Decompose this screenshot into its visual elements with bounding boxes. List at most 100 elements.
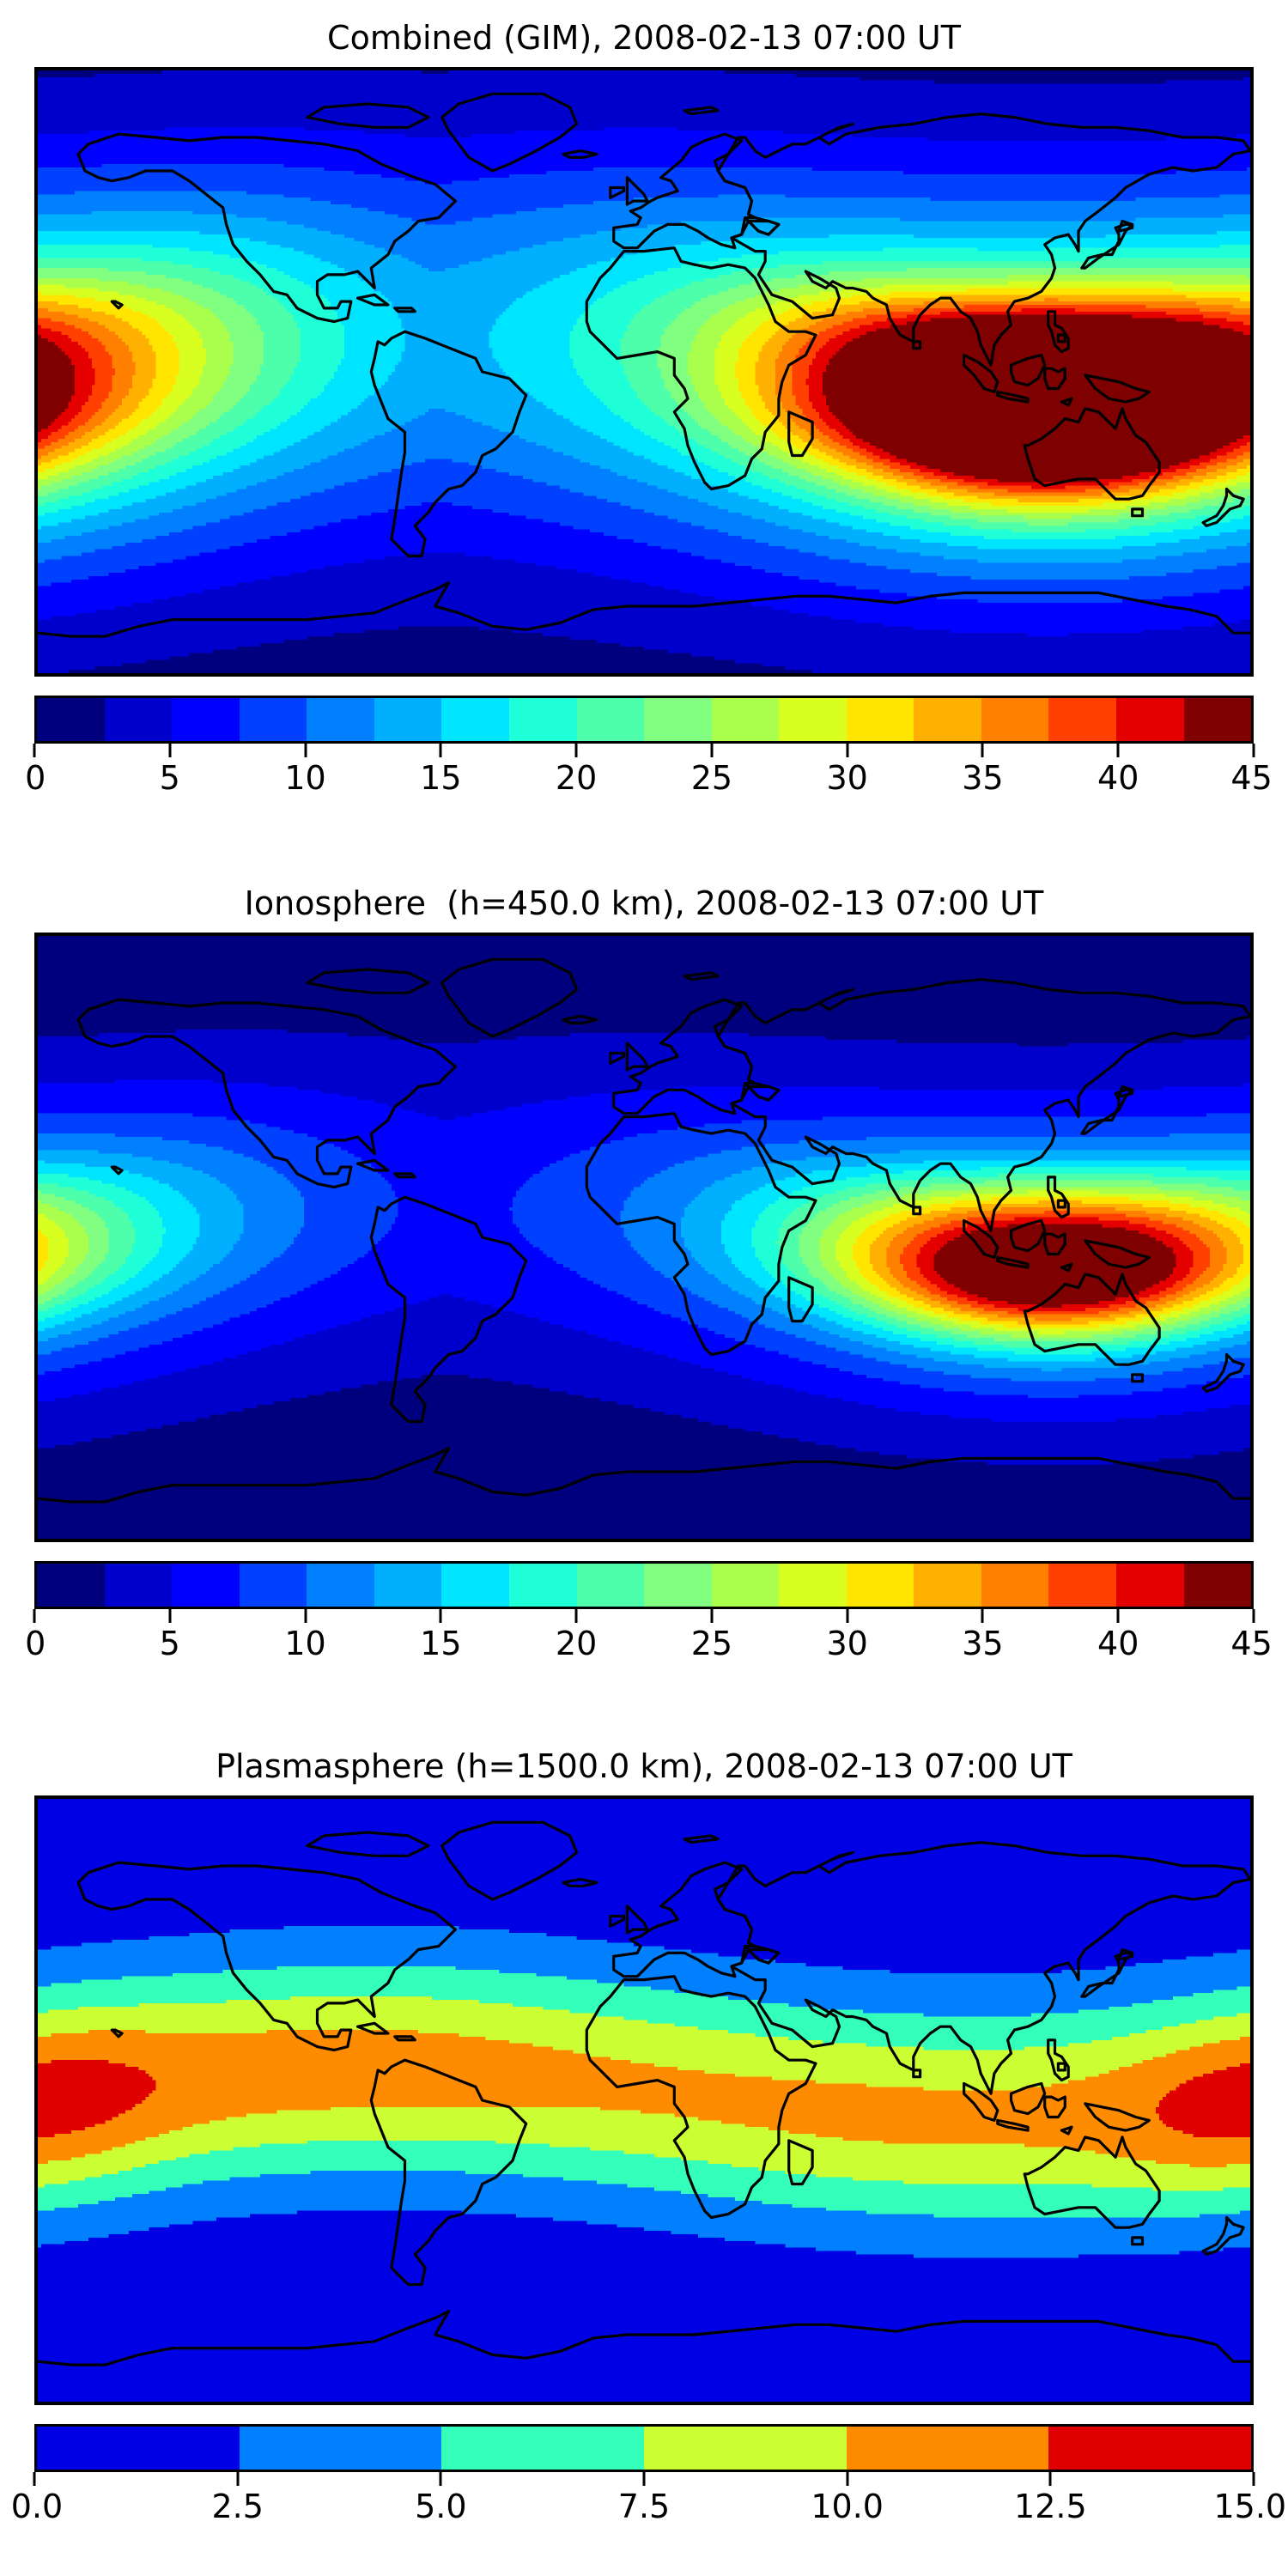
- colorbar-tick-label: 10: [284, 1625, 326, 1662]
- colorbar-tick-label: 35: [962, 759, 1004, 797]
- colorbar-tick: [1252, 1609, 1255, 1623]
- colorbar-tick-label: 25: [690, 759, 733, 797]
- coastlines: [38, 957, 1250, 1504]
- map-plasmasphere: [34, 1795, 1254, 2405]
- colorbar-tick: [981, 744, 984, 757]
- panel-plasmasphere: Plasmasphere (h=1500.0 km), 2008-02-13 0…: [0, 1747, 1288, 2532]
- colorbar-tick: [710, 744, 714, 757]
- colorbar-segment: [374, 1564, 442, 1607]
- colorbar-tick: [33, 2472, 36, 2486]
- colorbar-segment: [307, 1564, 374, 1607]
- colorbar-segment: [508, 698, 577, 741]
- colorbar-tick: [304, 744, 307, 757]
- colorbar-axis-1: 0 5 10 15 20 25 30 35 40 45: [25, 744, 1273, 804]
- colorbar-segment: [37, 1564, 105, 1607]
- colorbar-segment: [1183, 698, 1252, 741]
- panel-title-combined-gim: Combined (GIM), 2008-02-13 07:00 UT: [327, 19, 961, 57]
- colorbar-segment: [239, 698, 307, 741]
- colorbar-segment: [239, 2427, 442, 2470]
- colorbar-segment: [1116, 1564, 1184, 1607]
- colorbar-tick: [981, 1609, 984, 1623]
- colorbar-segment: [711, 698, 780, 741]
- colorbar-tick: [642, 2472, 646, 2486]
- colorbar-segment: [37, 698, 105, 741]
- colorbar-plasmasphere: 0.0 2.5 5.0 7.5 10.0 12.5 15.0: [11, 2424, 1286, 2532]
- colorbar-tick-label: 12.5: [1014, 2488, 1087, 2525]
- colorbar-axis-3: 0.0 2.5 5.0 7.5 10.0 12.5 15.0: [11, 2472, 1286, 2532]
- panel-title-plasmasphere: Plasmasphere (h=1500.0 km), 2008-02-13 0…: [216, 1747, 1072, 1785]
- colorbar-tick: [439, 2472, 442, 2486]
- contour-canvas: [38, 70, 1250, 673]
- colorbar-tick: [168, 744, 172, 757]
- colorbar-tick-label: 20: [555, 1625, 598, 1662]
- colorbar-segment: [644, 2427, 847, 2470]
- colorbar-segment: [846, 2427, 1049, 2470]
- colorbar-tick-label: 5: [159, 759, 180, 797]
- colorbar-tick: [846, 2472, 849, 2486]
- map-ionosphere: [34, 933, 1254, 1542]
- coastlines: [38, 92, 1250, 638]
- colorbar-tick: [304, 1609, 307, 1623]
- colorbar-segment: [779, 1564, 847, 1607]
- colorbar-segment: [981, 698, 1049, 741]
- colorbar-segment: [374, 698, 442, 741]
- colorbar-segment: [441, 2427, 645, 2470]
- colorbar-segment: [711, 1564, 780, 1607]
- panel-combined-gim: Combined (GIM), 2008-02-13 07:00 UT 0 5 10…: [0, 19, 1288, 804]
- colorbar-segment: [846, 698, 914, 741]
- colorbar-tick-label: 0: [25, 759, 46, 797]
- colorbar-tick: [168, 1609, 172, 1623]
- colorbar-segment: [779, 698, 847, 741]
- colorbar-segment: [104, 698, 173, 741]
- colorbar-tick-label: 2.5: [211, 2488, 264, 2525]
- colorbar-tick-label: 7.5: [617, 2488, 671, 2525]
- colorbar-tick-label: 45: [1230, 759, 1273, 797]
- colorbar-segment: [576, 698, 645, 741]
- panel-title-ionosphere: Ionosphere (h=450.0 km), 2008-02-13 07:0…: [244, 884, 1044, 922]
- colorbar-tick-label: 5.0: [415, 2488, 467, 2525]
- map-combined-gim: [34, 67, 1254, 677]
- colorbar-ionosphere: 0 5 10 15 20 25 30 35 40 45: [25, 1561, 1273, 1669]
- colorbar-segment: [1116, 698, 1184, 741]
- colorbar-tick-label: 35: [962, 1625, 1004, 1662]
- colorbar-tick: [33, 744, 36, 757]
- colorbar-combined-gim: 0 5 10 15 20 25 30 35 40 45: [25, 696, 1273, 804]
- colorbar-tick-label: 45: [1230, 1625, 1273, 1662]
- colorbar-tick: [710, 1609, 714, 1623]
- colorbar-tick-label: 0: [25, 1625, 46, 1662]
- colorbar-axis-2: 0 5 10 15 20 25 30 35 40 45: [25, 1609, 1273, 1669]
- contour-canvas: [38, 936, 1250, 1539]
- colorbar-segment: [441, 1564, 509, 1607]
- colorbar-segment: [1048, 1564, 1116, 1607]
- colorbar-segment: [172, 1564, 240, 1607]
- colorbar-tick: [236, 2472, 240, 2486]
- colorbar-tick-label: 40: [1097, 759, 1139, 797]
- colorbar-tick: [1116, 1609, 1120, 1623]
- colorbar-segment: [104, 1564, 173, 1607]
- colorbar-segment: [644, 698, 712, 741]
- colorbar-segment: [1183, 1564, 1252, 1607]
- colorbar-tick: [846, 744, 849, 757]
- colorbar-tick: [1048, 2472, 1052, 2486]
- colorbar-segment: [37, 2427, 240, 2470]
- colorbar-tick-label: 0.0: [10, 2488, 64, 2525]
- colorbar-tick-label: 25: [690, 1625, 733, 1662]
- coastlines: [38, 1820, 1250, 2366]
- colorbar-gradient-3: [34, 2424, 1254, 2472]
- colorbar-segment: [644, 1564, 712, 1607]
- colorbar-tick: [33, 1609, 36, 1623]
- colorbar-segment: [846, 1564, 914, 1607]
- colorbar-segment: [914, 698, 981, 741]
- colorbar-tick: [574, 744, 578, 757]
- colorbar-tick: [439, 744, 442, 757]
- colorbar-segment: [981, 1564, 1049, 1607]
- colorbar-tick-label: 15: [420, 759, 462, 797]
- contour-canvas: [38, 1799, 1250, 2402]
- colorbar-segment: [1048, 2427, 1252, 2470]
- colorbar-segment: [441, 698, 509, 741]
- colorbar-segment: [914, 1564, 981, 1607]
- colorbar-tick: [439, 1609, 442, 1623]
- colorbar-tick-label: 10.0: [811, 2488, 884, 2525]
- colorbar-tick-label: 10: [284, 759, 326, 797]
